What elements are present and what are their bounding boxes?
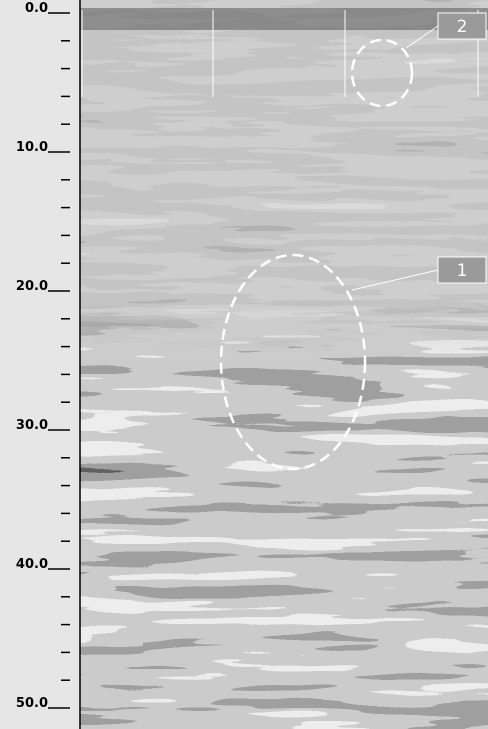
annotation-label: 2 (457, 17, 468, 37)
depth-label: 30.0 (16, 418, 48, 433)
depth-axis: 0.0 10.0 20.0 30.0 40.0 50.0 (16, 1, 70, 711)
highlight-ellipse (350, 38, 414, 108)
axis-panel (0, 0, 80, 729)
highlight-ellipse (219, 253, 367, 471)
highlights (219, 38, 414, 471)
depth-label: 40.0 (16, 557, 48, 572)
depth-label: 20.0 (16, 279, 48, 294)
depth-label: 10.0 (16, 140, 48, 155)
leader-line (405, 25, 439, 49)
depth-label: 0.0 (25, 1, 48, 16)
depth-label: 50.0 (16, 696, 48, 711)
annotation-boxes: 1 2 (437, 12, 487, 284)
radargram-lower (80, 0, 488, 729)
annotation-box (437, 12, 487, 40)
annotation-label: 1 (457, 261, 468, 281)
leaders (351, 25, 439, 291)
annotation-box (437, 256, 487, 284)
leader-line (351, 269, 439, 291)
